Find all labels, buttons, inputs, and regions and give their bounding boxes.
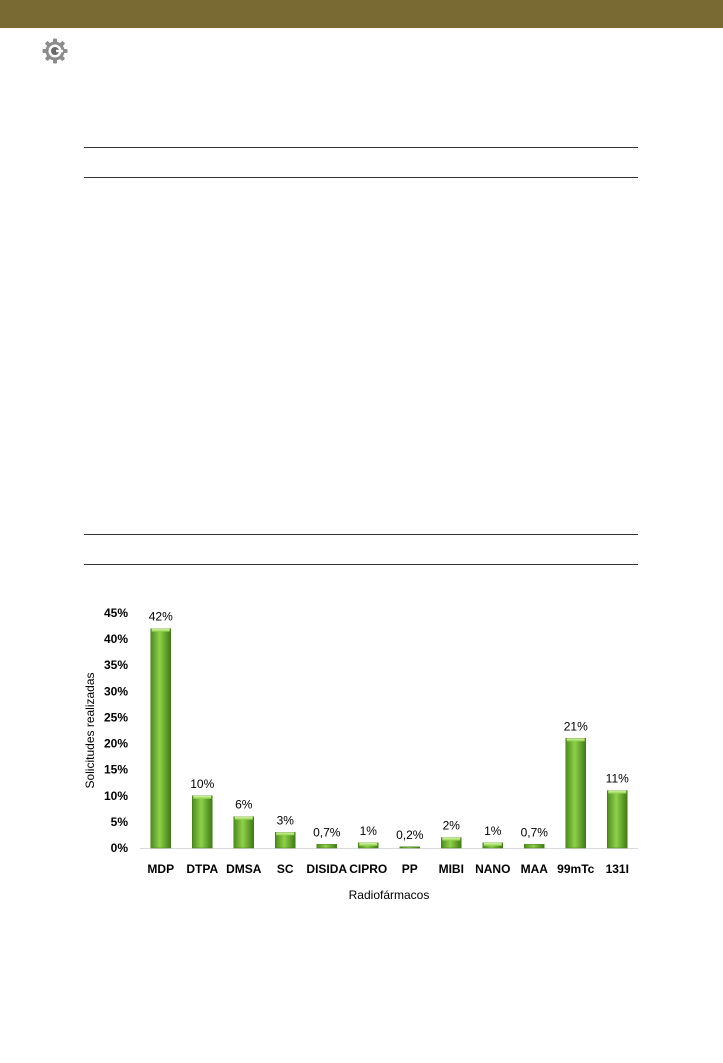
category-label-dtpa: DTPA xyxy=(186,862,218,876)
category-label-dmsa: DMSA xyxy=(226,862,262,876)
y-tick-label: 5% xyxy=(111,815,129,829)
y-tick-label: 15% xyxy=(104,763,128,777)
bar-highlight xyxy=(193,795,212,799)
bar-highlight xyxy=(483,842,502,846)
table-bottom-rule-1 xyxy=(84,177,638,178)
bar-disida xyxy=(316,844,337,849)
category-label-99mtc: 99mTc xyxy=(557,862,594,876)
bar-highlight xyxy=(234,816,253,820)
y-tick-label: 20% xyxy=(104,737,128,751)
y-tick-label: 45% xyxy=(104,606,128,620)
gear-logo-icon xyxy=(42,38,68,64)
category-label-pp: PP xyxy=(402,862,418,876)
table-bottom-rule-2 xyxy=(84,564,638,565)
category-label-131i: 131I xyxy=(606,862,629,876)
category-label-sc: SC xyxy=(277,862,294,876)
data-label-dmsa: 6% xyxy=(235,798,253,812)
bar-mdp xyxy=(150,628,171,849)
data-label-sc: 3% xyxy=(277,813,295,827)
category-label-disida: DISIDA xyxy=(306,862,347,876)
bar-highlight xyxy=(151,628,170,632)
top-header-band xyxy=(0,0,723,28)
data-label-dtpa: 10% xyxy=(190,777,214,791)
y-tick-label: 35% xyxy=(104,658,128,672)
data-label-mibi: 2% xyxy=(443,819,461,833)
data-label-nano: 1% xyxy=(484,824,502,838)
bar-pp xyxy=(399,846,420,849)
bar-dmsa xyxy=(233,816,254,849)
y-axis-title: Solicitudes realizadas xyxy=(83,672,97,788)
bar-highlight xyxy=(442,837,461,841)
bar-mibi xyxy=(441,837,462,849)
category-label-mdp: MDP xyxy=(147,862,174,876)
category-label-maa: MAA xyxy=(521,862,549,876)
category-label-mibi: MIBI xyxy=(439,862,464,876)
bar-131i xyxy=(607,790,628,849)
y-tick-label: 0% xyxy=(111,841,129,855)
data-label-131i: 11% xyxy=(606,772,629,786)
bar-sc xyxy=(275,832,296,849)
bar-highlight xyxy=(359,842,378,846)
category-label-cipro: CIPRO xyxy=(349,862,387,876)
bar-dtpa xyxy=(192,795,213,849)
y-axis: 0% 5% 10% 15% 20% 25% 30% 35% 40% 45% xyxy=(104,606,638,855)
x-axis-title: Radiofármacos xyxy=(349,888,430,902)
y-tick-label: 30% xyxy=(104,684,128,698)
y-tick-label: 10% xyxy=(104,789,128,803)
category-label-nano: NANO xyxy=(475,862,510,876)
data-label-99mtc: 21% xyxy=(564,719,588,733)
bars: 42% 10% 6% 3% 0,7% 1% 0,2% 2% 1% 0,7% 21% 11% xyxy=(149,610,629,849)
bar-highlight xyxy=(276,832,295,836)
table-top-rule-2 xyxy=(84,534,638,535)
table-top-rule-1 xyxy=(84,147,638,148)
x-axis-categories: MDP DTPA DMSA SC DISIDA CIPRO PP MIBI NANO MAA 99m… xyxy=(147,862,629,876)
bar-maa xyxy=(524,844,545,849)
bar-99mtc xyxy=(565,738,586,849)
data-label-maa: 0,7% xyxy=(521,825,549,839)
bar-highlight xyxy=(608,790,627,794)
data-label-disida: 0,7% xyxy=(313,825,341,839)
data-label-cipro: 1% xyxy=(360,824,378,838)
data-label-pp: 0,2% xyxy=(396,828,424,842)
bar-chart: 0%5%10%15%20%25%30%35%40%45% 42%10%6%3%0… xyxy=(83,606,638,902)
bar-highlight xyxy=(566,738,585,742)
y-tick-label: 40% xyxy=(104,632,128,646)
y-tick-label: 25% xyxy=(104,710,128,724)
data-label-mdp: 42% xyxy=(149,610,173,624)
